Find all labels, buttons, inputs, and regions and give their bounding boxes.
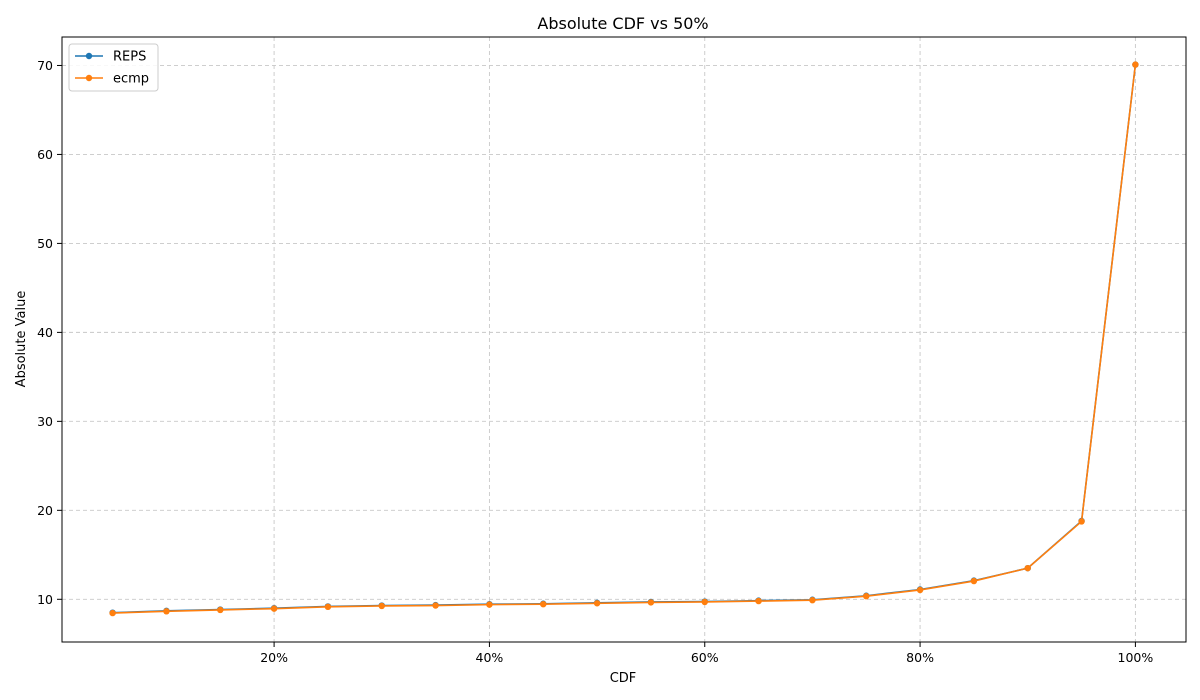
grid: [62, 37, 1186, 642]
series-line: [112, 64, 1137, 614]
data-point: [540, 600, 547, 608]
data-point: [1078, 518, 1085, 525]
data-point: [701, 598, 708, 606]
series-reps: [109, 61, 1139, 616]
data-point: [863, 592, 870, 600]
series-line: [112, 64, 1137, 614]
series-ecmp: [109, 61, 1139, 617]
y-tick-label: 40: [37, 325, 53, 340]
x-tick-label: 60%: [691, 650, 719, 665]
y-tick-label: 30: [37, 414, 53, 429]
x-tick-label: 20%: [260, 650, 288, 665]
data-point: [486, 601, 493, 608]
y-tick-label: 50: [37, 236, 53, 251]
data-point: [432, 602, 439, 609]
data-point: [324, 603, 332, 611]
y-tick-label: 10: [37, 592, 53, 607]
legend: REPS ecmp: [68, 43, 159, 92]
legend-label: REPS: [113, 50, 146, 65]
data-point: [1024, 564, 1031, 572]
data-point: [916, 586, 924, 594]
y-tick-label: 20: [37, 503, 53, 518]
data-point: [217, 606, 224, 614]
data-point: [647, 599, 655, 606]
y-axis-label: Absolute Value: [14, 291, 29, 388]
data-point: [163, 608, 170, 615]
data-point: [755, 597, 762, 605]
x-axis-label: CDF: [610, 671, 637, 686]
data-point: [970, 577, 978, 585]
x-tick-label: 40%: [476, 650, 504, 665]
data-point: [270, 605, 278, 612]
chart-title: Absolute CDF vs 50%: [537, 14, 708, 33]
y-tick-label: 70: [37, 58, 53, 73]
y-tick-label: 60: [37, 147, 53, 162]
series-layer: [109, 61, 1139, 617]
data-point: [809, 596, 816, 604]
legend-marker: [85, 52, 93, 60]
x-tick-label: 100%: [1118, 650, 1154, 665]
legend-marker: [85, 74, 93, 82]
data-point: [593, 600, 601, 607]
data-point: [109, 609, 116, 617]
x-tick-label: 80%: [906, 650, 934, 665]
plot-frame: [61, 36, 1187, 643]
ticks: 20% 40% 60% 80% 100% 10 20 30 40 50 60 70: [37, 58, 1153, 665]
legend-label: ecmp: [113, 72, 149, 87]
data-point: [1132, 61, 1139, 68]
data-point: [378, 602, 385, 610]
